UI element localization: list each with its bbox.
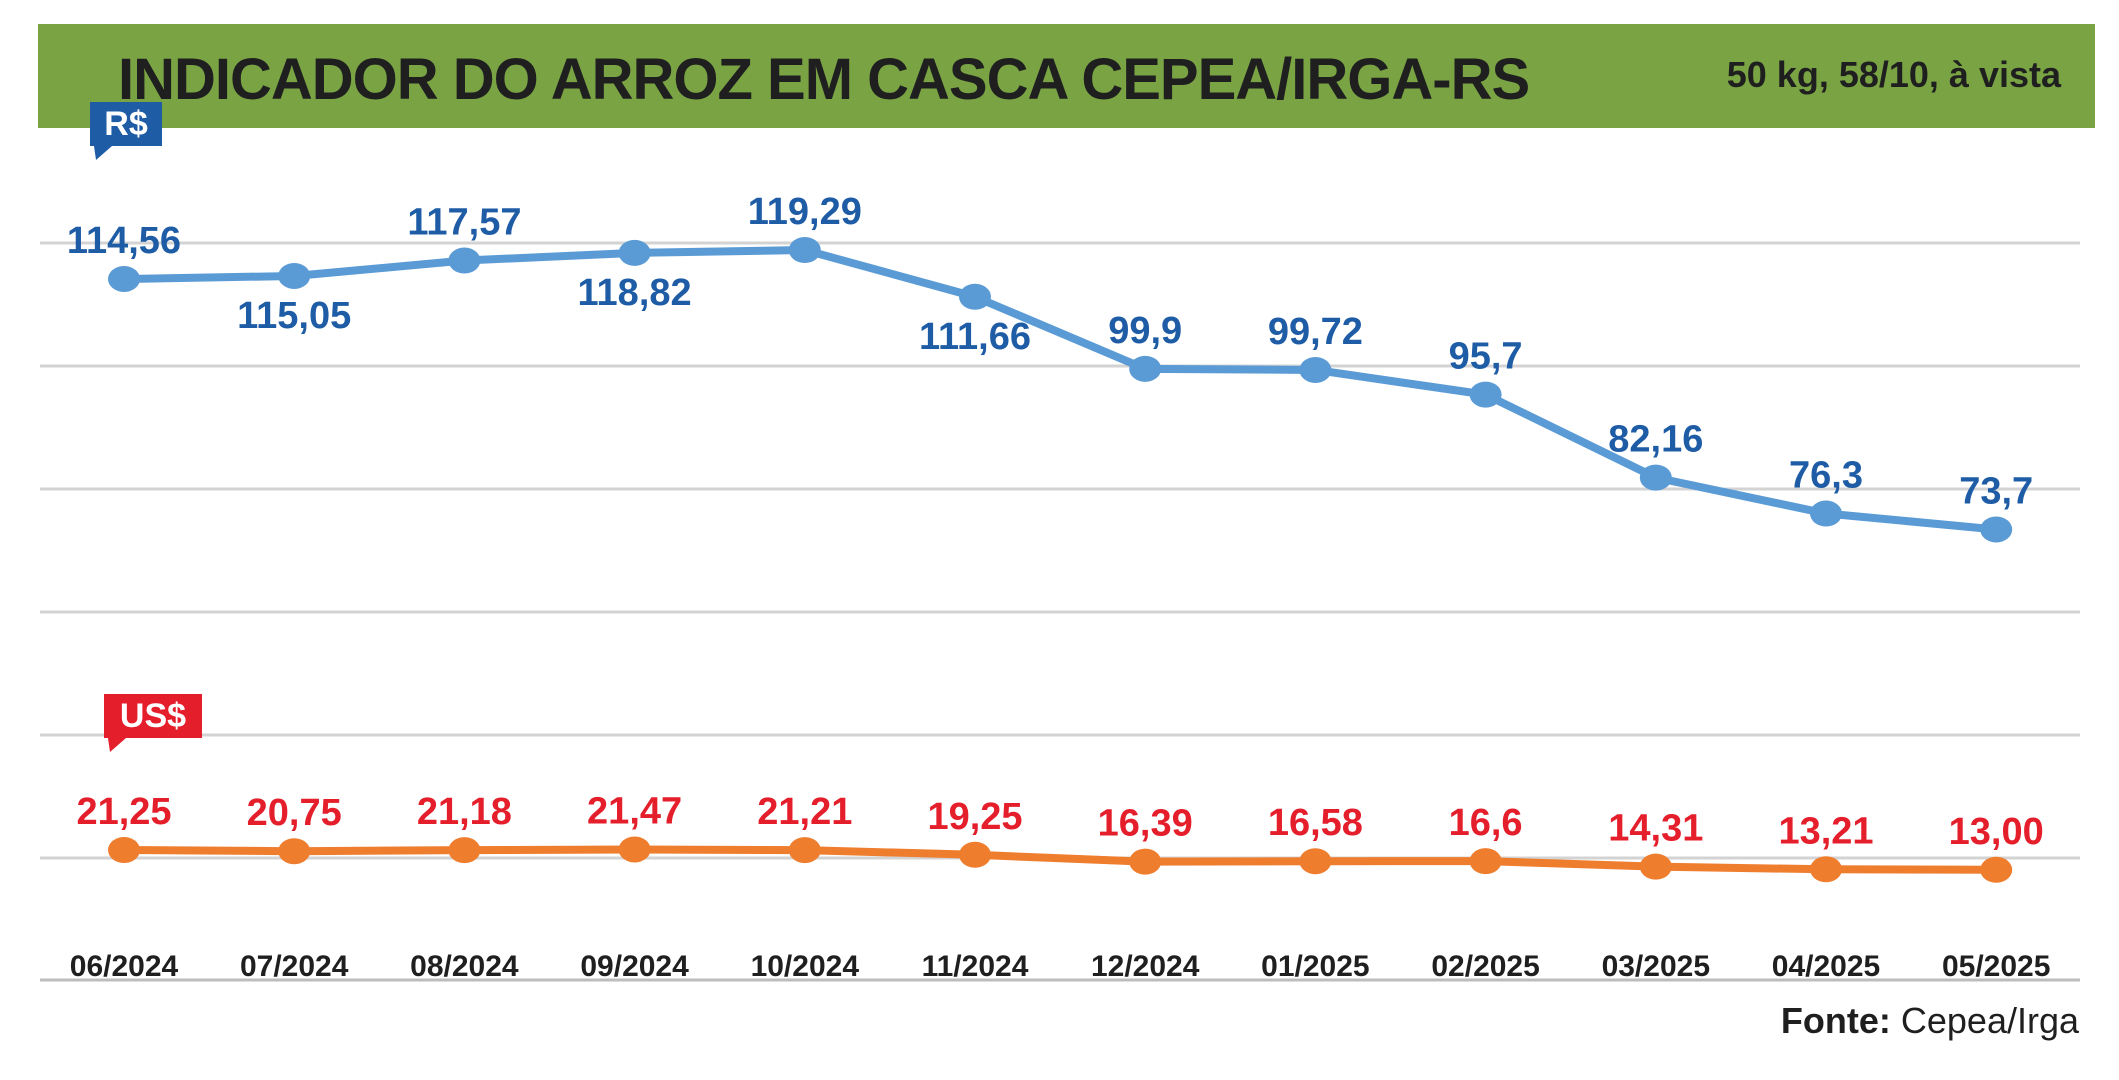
series-layer <box>108 237 2013 883</box>
data-label: 13,21 <box>1778 810 1873 852</box>
data-label: 16,58 <box>1268 802 1363 844</box>
label-layer: 114,56 115,05 117,57 118,82 119,29 111,66 99,9… <box>67 102 2044 853</box>
data-point <box>1129 848 1162 875</box>
x-axis: 06/2024 07/2024 08/2024 09/2024 10/2024 11/20… <box>70 950 2051 983</box>
x-tick-label: 07/2024 <box>240 950 349 983</box>
data-point <box>448 837 481 864</box>
data-label: 114,56 <box>67 220 181 262</box>
x-tick-label: 09/2024 <box>580 950 689 983</box>
data-label: 99,9 <box>1108 310 1182 352</box>
series-badge-box <box>90 102 162 146</box>
data-point <box>1810 856 1842 883</box>
data-label: 21,47 <box>587 790 682 832</box>
data-label: 95,7 <box>1449 336 1523 378</box>
x-tick-label: 12/2024 <box>1091 950 1200 983</box>
series-badge-label: R$ <box>104 105 148 143</box>
data-label: 115,05 <box>237 295 351 337</box>
x-tick-label: 10/2024 <box>751 950 860 983</box>
x-tick-label: 06/2024 <box>70 950 179 983</box>
data-label: 118,82 <box>578 272 692 314</box>
data-point <box>1299 356 1332 383</box>
data-label: 73,7 <box>1959 470 2033 512</box>
data-point <box>1810 500 1842 527</box>
data-label: 76,3 <box>1789 455 1863 497</box>
source-label: Fonte: <box>1780 1000 1891 1041</box>
data-point <box>618 239 651 266</box>
data-point <box>618 836 651 863</box>
data-label: 19,25 <box>927 796 1022 838</box>
data-label: 14,31 <box>1608 808 1703 850</box>
data-point <box>1639 464 1672 491</box>
data-point <box>1469 848 1502 875</box>
series-badge-tail <box>94 146 112 160</box>
data-point <box>448 247 481 274</box>
data-label: 21,21 <box>757 791 852 833</box>
data-label: 21,25 <box>76 791 171 833</box>
data-point <box>278 838 311 865</box>
series-line <box>120 246 2001 534</box>
data-point <box>278 262 311 289</box>
chart-title: INDICADOR DO ARROZ EM CASCA CEPEA/IRGA-R… <box>118 47 1530 112</box>
data-point <box>1980 856 2013 883</box>
chart-subtitle: 50 kg, 58/10, à vista <box>1726 54 2061 95</box>
data-point <box>1639 853 1672 880</box>
x-tick-label: 05/2025 <box>1942 950 2050 983</box>
series-badge-label: US$ <box>120 697 186 735</box>
data-label: 99,72 <box>1268 311 1363 353</box>
data-label: 16,39 <box>1098 803 1193 845</box>
data-point <box>1129 355 1162 382</box>
series-badge-tail <box>108 738 126 752</box>
data-point <box>1299 848 1332 875</box>
source-note: Fonte: Cepea/Irga <box>1781 1000 2079 1042</box>
x-tick-label: 08/2024 <box>410 950 519 983</box>
data-label: 82,16 <box>1608 419 1703 461</box>
data-label: 13,00 <box>1949 811 2044 853</box>
data-point <box>1980 516 2013 543</box>
data-point <box>108 837 140 863</box>
series-badge: R$ <box>90 102 162 160</box>
data-label: 16,6 <box>1449 802 1523 844</box>
data-label: 20,75 <box>247 792 342 834</box>
x-tick-label: 11/2024 <box>922 950 1029 983</box>
x-tick-label: 03/2025 <box>1602 950 1710 983</box>
source-value: Cepea/Irga <box>1900 1000 2079 1041</box>
data-label: 111,66 <box>919 316 1031 358</box>
series-badge: US$ <box>104 694 202 752</box>
series-line <box>120 845 2001 874</box>
series-badge-box <box>104 694 202 738</box>
grid-lines <box>40 241 2080 982</box>
data-point <box>1469 381 1502 408</box>
data-label: 21,18 <box>417 791 512 833</box>
x-tick-label: 02/2025 <box>1431 950 1539 983</box>
x-tick-label: 01/2025 <box>1261 950 1369 983</box>
data-point <box>108 265 140 292</box>
data-point <box>959 841 991 868</box>
data-point <box>788 837 821 864</box>
data-point <box>959 283 991 310</box>
data-label: 117,57 <box>407 202 521 244</box>
data-label: 119,29 <box>748 191 862 233</box>
title-bar: INDICADOR DO ARROZ EM CASCA CEPEA/IRGA-R… <box>38 24 2095 128</box>
data-point <box>788 237 821 263</box>
x-tick-label: 04/2025 <box>1772 950 1880 983</box>
